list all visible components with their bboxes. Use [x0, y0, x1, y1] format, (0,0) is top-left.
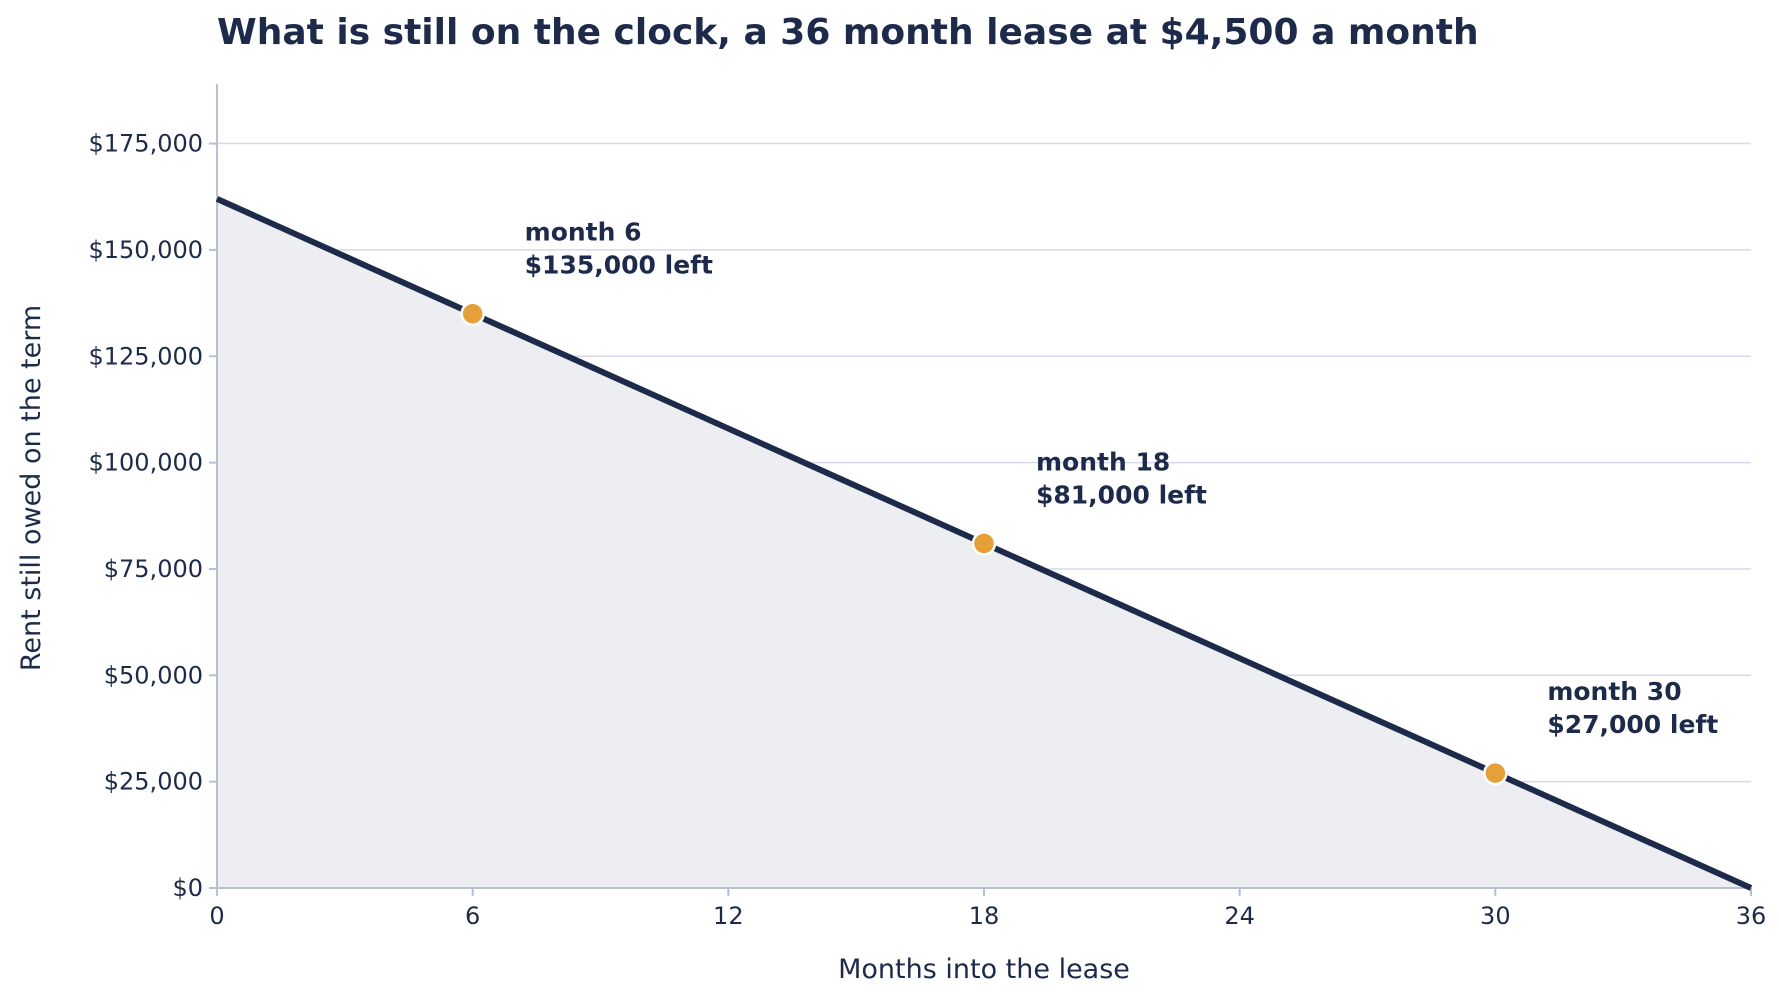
- point-label-month: month 30: [1547, 677, 1681, 706]
- point-label-month: month 18: [1036, 447, 1170, 476]
- y-tick-label: $125,000: [88, 342, 203, 370]
- y-tick-label: $75,000: [104, 555, 203, 583]
- x-tick-label: 18: [969, 902, 1000, 930]
- y-axis-label: Rent still owed on the term: [16, 305, 47, 671]
- point-label-amount: $135,000 left: [525, 251, 713, 280]
- chart-title: What is still on the clock, a 36 month l…: [217, 12, 1479, 53]
- x-tick-label: 6: [465, 902, 480, 930]
- point-label-amount: $81,000 left: [1036, 480, 1207, 509]
- data-point-marker: [460, 301, 485, 326]
- x-tick-label: 24: [1224, 902, 1255, 930]
- data-point-marker: [1483, 760, 1508, 786]
- data-point-marker: [971, 531, 997, 556]
- y-tick-label: $175,000: [88, 130, 203, 158]
- y-tick-label: $100,000: [88, 449, 203, 477]
- x-tick-label: 0: [209, 902, 224, 930]
- y-tick-label: $25,000: [104, 768, 203, 796]
- point-label-month: month 6: [525, 218, 642, 247]
- point-label-amount: $27,000 left: [1547, 710, 1718, 739]
- x-tick-label: 30: [1480, 902, 1511, 930]
- y-tick-label: $150,000: [88, 236, 203, 264]
- x-axis-label: Months into the lease: [838, 954, 1130, 985]
- y-tick-label: $50,000: [104, 661, 203, 689]
- y-tick-label: $0: [172, 874, 203, 902]
- x-tick-label: 12: [713, 902, 744, 930]
- x-tick-label: 36: [1736, 902, 1767, 930]
